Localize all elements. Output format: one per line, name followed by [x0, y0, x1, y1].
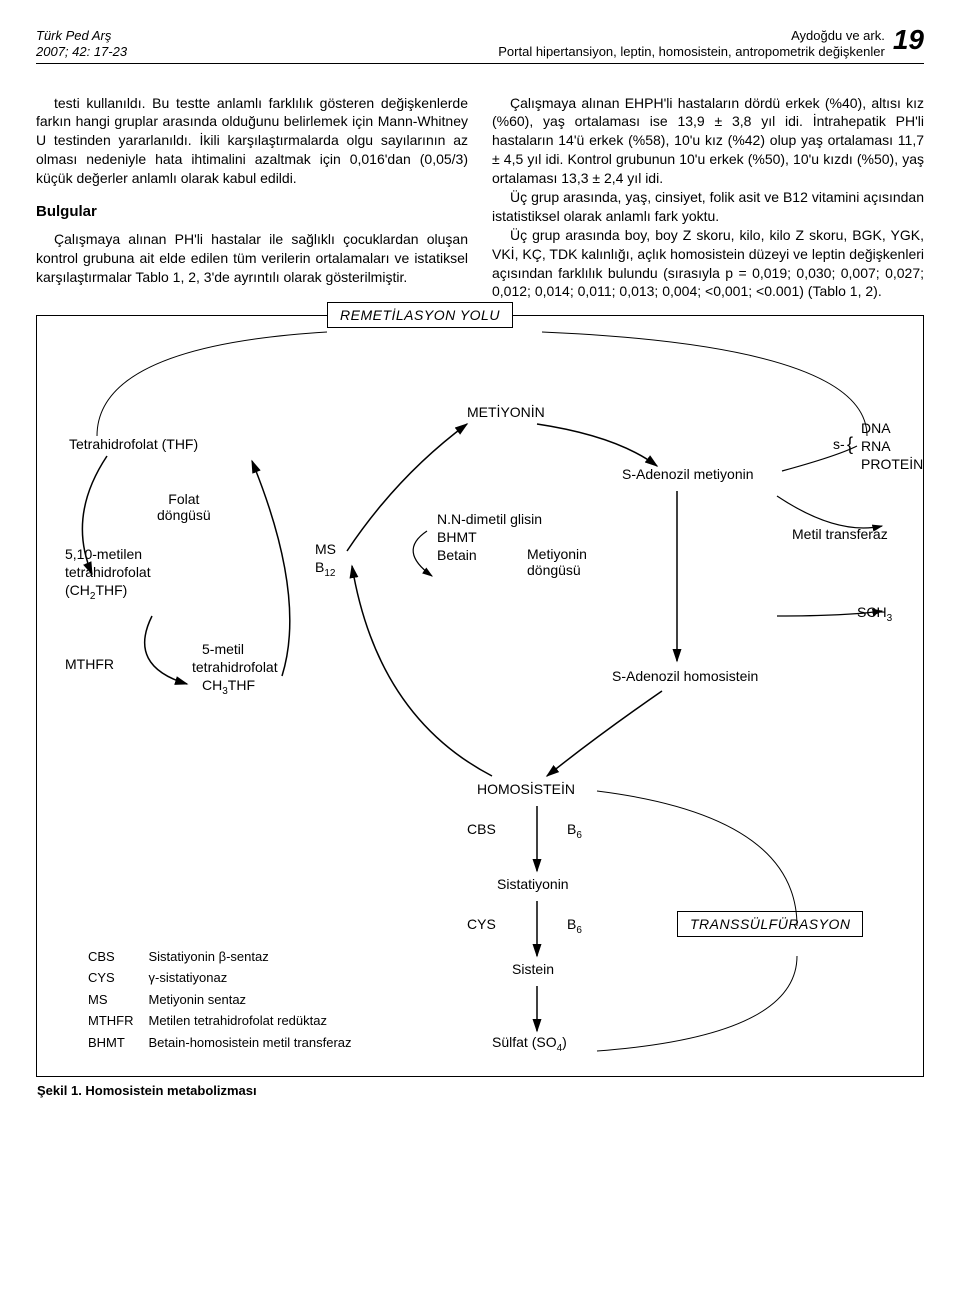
label-folat: Folat döngüsü	[157, 491, 211, 523]
label-b12: B12	[315, 559, 335, 579]
label-trans: TRANSSÜLFÜRASYON	[677, 911, 863, 937]
right-para-2: Üç grup arasında, yaş, cinsiyet, folik a…	[492, 188, 924, 226]
legend-key-mthfr: MTHFR	[87, 1011, 146, 1031]
header-right: Aydoğdu ve ark. Portal hipertansiyon, le…	[498, 28, 924, 61]
label-ch2thf-b: tetrahidrofolat	[65, 564, 151, 580]
running-title: Portal hipertansiyon, leptin, homosistei…	[498, 44, 885, 60]
label-met-dongusu: Metiyonin döngüsü	[527, 546, 587, 578]
label-5m-c: CH3THF	[202, 677, 255, 697]
brace-icon: {	[847, 434, 853, 455]
legend-key-ms: MS	[87, 990, 146, 1010]
figure-caption: Şekil 1. Homosistein metabolizması	[37, 1083, 257, 1098]
label-nn-a: N.N-dimetil glisin	[437, 511, 542, 527]
running-header: Türk Ped Arş 2007; 42: 17-23 Aydoğdu ve …	[36, 28, 924, 64]
label-b6a: B6	[567, 821, 582, 841]
legend-val-bhmt: Betain-homosistein metil transferaz	[148, 1033, 364, 1053]
left-para-1: testi kullanıldı. Bu testte anlamlı fark…	[36, 94, 468, 188]
legend-val-cys: γ-sistatiyonaz	[148, 968, 364, 988]
label-ch2thf-a: 5,10-metilen	[65, 546, 142, 562]
left-column: testi kullanıldı. Bu testte anlamlı fark…	[36, 94, 468, 302]
label-cys: CYS	[467, 916, 496, 932]
label-sistein: Sistein	[512, 961, 554, 977]
label-s-minus: s-	[833, 436, 845, 452]
legend-val-mthfr: Metilen tetrahidrofolat redüktaz	[148, 1011, 364, 1031]
label-protein: PROTEİN	[861, 456, 923, 472]
label-sulfat: Sülfat (SO4)	[492, 1034, 567, 1054]
label-mthfr: MTHFR	[65, 656, 114, 672]
journal-name: Türk Ped Arş	[36, 28, 127, 44]
section-title: Bulgular	[36, 202, 468, 222]
label-sistatiyonin: Sistatiyonin	[497, 876, 569, 892]
label-metiyonin: METİYONİN	[467, 404, 545, 420]
label-nn-b: BHMT	[437, 529, 477, 545]
label-ch2thf-c: (CH2THF)	[65, 582, 127, 602]
figure-legend: CBSSistatiyonin β-sentaz CYSγ-sistatiyon…	[85, 945, 366, 1055]
label-mtf: Metil transferaz	[792, 526, 888, 542]
right-column: Çalışmaya alınan EHPH'li hastaların dörd…	[492, 94, 924, 302]
header-left: Türk Ped Arş 2007; 42: 17-23	[36, 28, 127, 61]
left-para-2: Çalışmaya alınan PH'li hastalar ile sağl…	[36, 230, 468, 287]
label-sah: S-Adenozil homosistein	[612, 668, 758, 684]
journal-issue: 2007; 42: 17-23	[36, 44, 127, 60]
legend-key-cys: CYS	[87, 968, 146, 988]
label-thf: Tetrahidrofolat (THF)	[69, 436, 198, 452]
legend-key-bhmt: BHMT	[87, 1033, 146, 1053]
legend-val-ms: Metiyonin sentaz	[148, 990, 364, 1010]
label-sam: S-Adenozil metiyonin	[622, 466, 754, 482]
authors: Aydoğdu ve ark.	[791, 28, 885, 44]
label-b6b: B6	[567, 916, 582, 936]
right-para-3: Üç grup arasında boy, boy Z skoru, kilo,…	[492, 226, 924, 302]
figure-1: REMETİLASYON YOLU	[36, 315, 924, 1077]
label-5m-a: 5-metil	[202, 641, 244, 657]
label-ms: MS	[315, 541, 336, 557]
legend-key-cbs: CBS	[87, 947, 146, 967]
label-5m-b: tetrahidrofolat	[192, 659, 278, 675]
label-rna: RNA	[861, 438, 891, 454]
page-number: 19	[893, 26, 924, 54]
label-cbs: CBS	[467, 821, 496, 837]
label-hcy: HOMOSİSTEİN	[477, 781, 575, 797]
body-columns: testi kullanıldı. Bu testte anlamlı fark…	[36, 94, 924, 302]
label-nn-c: Betain	[437, 547, 477, 563]
legend-val-cbs: Sistatiyonin β-sentaz	[148, 947, 364, 967]
label-sch3: SCH3	[857, 604, 892, 624]
label-dna: DNA	[861, 420, 891, 436]
right-para-1: Çalışmaya alınan EHPH'li hastaların dörd…	[492, 94, 924, 188]
